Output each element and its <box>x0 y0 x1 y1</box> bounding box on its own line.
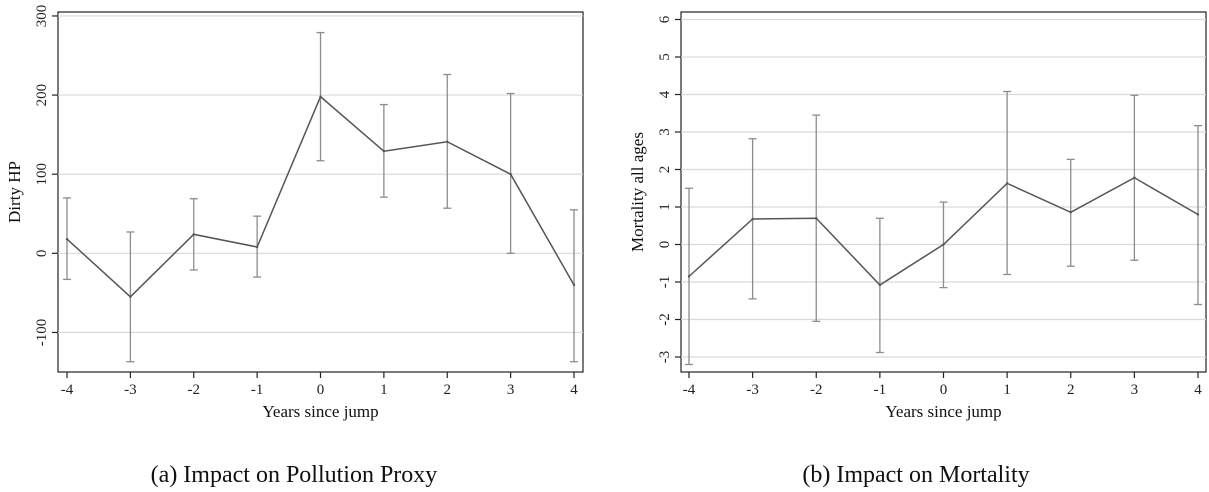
chart-panel-pollution-proxy: -100 0 100 200 300 -4 -3 -2 -1 0 1 2 3 4 Dirty HP Years… <box>5 5 584 488</box>
data-point <box>751 217 754 221</box>
data-point <box>382 150 386 153</box>
data-point <box>1005 182 1009 185</box>
y-tick-label: 1 <box>657 203 673 211</box>
y-tick-label: 6 <box>657 15 673 23</box>
y-tick-label: -1 <box>657 276 673 289</box>
plot-frame <box>680 11 1207 373</box>
x-tick-label: 0 <box>940 382 948 398</box>
y-axis-title: Dirty HP <box>5 161 24 223</box>
data-point <box>878 283 882 287</box>
x-axis-title: Years since jump <box>885 402 1001 421</box>
y-tick-label: 300 <box>34 5 50 28</box>
figure-caption: (b) Impact on Mortality <box>802 462 1029 488</box>
y-tick-label: 100 <box>34 163 50 186</box>
y-tick-label: 4 <box>657 90 673 98</box>
data-point <box>319 95 322 98</box>
y-axis-title: Mortality all ages <box>628 132 647 252</box>
x-tick-label: 4 <box>1194 382 1202 398</box>
x-tick-label: 3 <box>1131 382 1139 398</box>
x-tick-label: 3 <box>507 382 515 398</box>
data-point <box>572 283 576 287</box>
y-tick-label: -3 <box>657 351 673 364</box>
y-tick-label: 5 <box>657 53 673 61</box>
data-point <box>129 295 132 299</box>
x-axis-title: Years since jump <box>262 402 378 421</box>
data-point <box>509 172 512 176</box>
data-point <box>942 243 945 246</box>
data-point <box>446 140 449 143</box>
x-tick-label: -1 <box>251 382 264 398</box>
x-tick-label: 2 <box>444 382 452 398</box>
x-tick-label: 1 <box>380 382 388 398</box>
x-tick-label: 4 <box>570 382 578 398</box>
x-tick-label: -4 <box>683 382 696 398</box>
data-point <box>1133 176 1136 179</box>
y-tick-label: -100 <box>34 319 50 347</box>
data-point <box>815 217 818 220</box>
x-tick-label: -1 <box>874 382 887 398</box>
x-tick-label: 1 <box>1003 382 1011 398</box>
data-point <box>687 275 691 278</box>
y-tick-label: 3 <box>657 128 673 136</box>
x-tick-label: -3 <box>746 382 759 398</box>
x-tick-label: 0 <box>317 382 325 398</box>
x-tick-label: -3 <box>124 382 137 398</box>
figure-caption: (a) Impact on Pollution Proxy <box>151 462 438 488</box>
y-tick-label: 200 <box>34 84 50 107</box>
x-tick-label: -4 <box>61 382 74 398</box>
data-point <box>192 233 195 236</box>
y-tick-label: 0 <box>34 250 50 257</box>
chart-panel-mortality: -3 -2 -1 0 1 2 3 4 5 6 -4 -3 -2 -1 0 1 2 3 4 Mortality all … <box>628 11 1207 488</box>
x-tick-label: -2 <box>188 382 201 398</box>
y-tick-label: 0 <box>657 241 673 249</box>
data-point <box>65 237 69 241</box>
x-tick-label: 2 <box>1067 382 1075 398</box>
data-point <box>1069 211 1072 214</box>
data-point <box>255 245 259 249</box>
y-tick-label: 2 <box>657 166 673 174</box>
y-tick-label: -2 <box>657 313 673 326</box>
x-tick-label: -2 <box>810 382 823 398</box>
data-point <box>1196 213 1200 216</box>
